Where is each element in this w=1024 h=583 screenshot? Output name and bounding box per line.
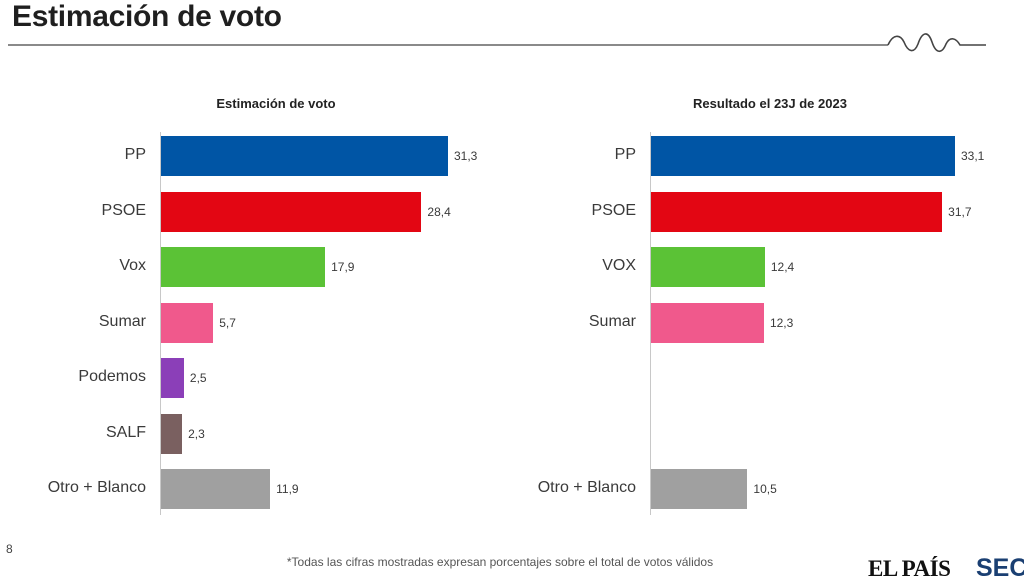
- chart-title: Resultado el 23J de 2023: [693, 96, 847, 111]
- category-axis-line: [160, 132, 161, 515]
- footnote: *Todas las cifras mostradas expresan por…: [286, 555, 714, 569]
- bar: [161, 247, 326, 287]
- bar: [161, 358, 184, 398]
- category-label: Podemos: [78, 368, 146, 385]
- bar: [651, 247, 765, 287]
- bar: [161, 302, 214, 343]
- category-label: PSOE: [101, 201, 146, 219]
- bar: [161, 469, 271, 509]
- category-axis-line: [650, 132, 651, 515]
- bar: [161, 136, 448, 176]
- category-label: SALF: [105, 423, 146, 441]
- value-label: 33,1: [961, 149, 985, 163]
- title-rule-wave-icon: [8, 33, 986, 53]
- bar: [161, 191, 422, 232]
- page-title: Estimación de voto: [12, 0, 282, 33]
- category-label: Vox: [119, 257, 146, 274]
- bar: [651, 136, 955, 176]
- category-label: Sumar: [588, 312, 636, 330]
- value-label: 11,9: [276, 482, 299, 496]
- value-label: 28,4: [427, 204, 451, 219]
- category-label: Otro + Blanco: [47, 479, 146, 496]
- value-label: 12,3: [769, 315, 794, 330]
- category-label: VOX: [602, 257, 636, 274]
- value-label: 17,9: [331, 260, 355, 274]
- sec-logo: SEC: [976, 554, 1024, 582]
- chart-title: Estimación de voto: [216, 96, 336, 111]
- category-label: PSOE: [591, 201, 636, 219]
- category-label: Sumar: [98, 312, 146, 330]
- category-label: PP: [614, 146, 636, 163]
- bar: [651, 191, 943, 232]
- value-label: 31,3: [454, 149, 478, 163]
- page-number: 8: [6, 542, 13, 556]
- value-label: 2,5: [189, 371, 207, 385]
- value-label: 10,5: [753, 482, 777, 496]
- bar: [651, 302, 764, 343]
- value-label: 5,7: [219, 315, 236, 330]
- bar: [651, 469, 748, 509]
- bar: [161, 413, 183, 454]
- value-label: 12,4: [770, 260, 795, 274]
- category-label: Otro + Blanco: [537, 479, 636, 496]
- value-label: 2,3: [188, 426, 205, 441]
- value-label: 31,7: [948, 204, 972, 219]
- el-pais-logo: EL PAÍS: [868, 556, 951, 581]
- category-label: PP: [124, 146, 146, 163]
